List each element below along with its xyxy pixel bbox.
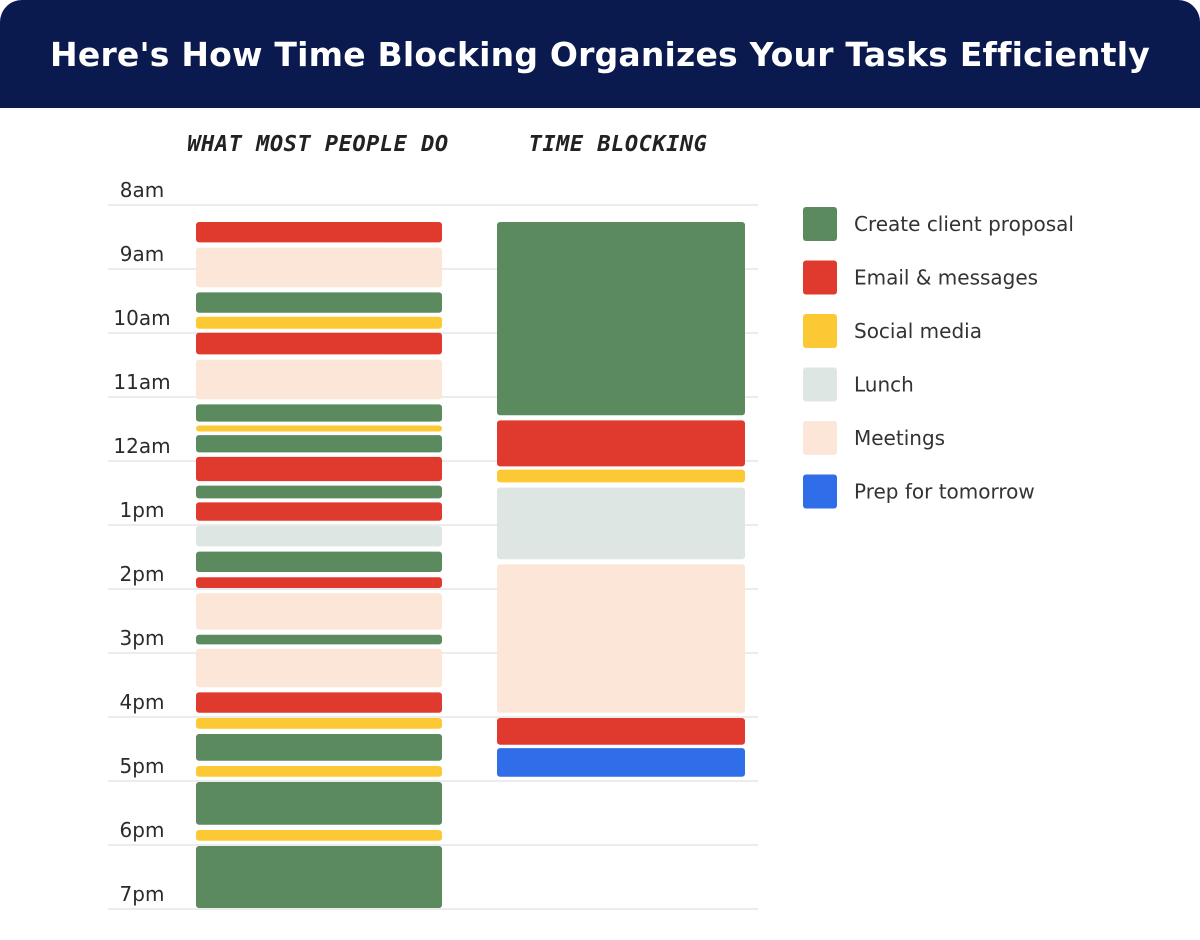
task-block-lunch (497, 487, 745, 560)
task-block-email (196, 502, 442, 521)
legend-swatch-lunch (803, 367, 837, 402)
legend-label-email: Email & messages (854, 266, 1038, 290)
task-block-prep (497, 748, 745, 777)
task-block-meetings (196, 359, 442, 400)
legend-swatch-prep (803, 474, 837, 509)
column-title-most-people: WHAT MOST PEOPLE DO (187, 132, 448, 157)
y-tick-label: 10am (113, 306, 170, 330)
y-tick-label: 7pm (120, 882, 165, 906)
time-blocking-chart: 8am9am10am11am12am1pm2pm3pm4pm5pm6pm7pm … (108, 132, 1074, 910)
legend-swatch-email (803, 260, 837, 295)
title-banner: Here's How Time Blocking Organizes Your … (0, 0, 1200, 108)
task-block-social (196, 830, 442, 841)
task-block-email (196, 222, 442, 243)
task-block-proposal (196, 734, 442, 761)
y-tick-label: 12am (113, 434, 170, 458)
legend-label-proposal: Create client proposal (854, 212, 1074, 236)
task-block-social (196, 718, 442, 729)
task-block-email (497, 718, 745, 745)
task-block-social (196, 766, 442, 777)
legend-label-prep: Prep for tomorrow (854, 480, 1035, 504)
task-block-lunch (196, 526, 442, 547)
legend-label-social: Social media (854, 319, 982, 343)
y-tick-label: 9am (120, 242, 164, 266)
task-block-proposal (196, 634, 442, 645)
task-block-proposal (196, 404, 442, 422)
task-block-proposal (497, 222, 745, 416)
y-tick-label: 4pm (120, 690, 165, 714)
y-tick-label: 8am (120, 178, 164, 202)
y-tick-label: 2pm (120, 562, 165, 586)
y-axis-tick-labels: 8am 9am 10am 11am 12am 1pm 2pm 3pm 4pm 5pm 6pm 7pm (113, 178, 170, 906)
task-block-email (196, 456, 442, 482)
task-block-proposal (196, 292, 442, 313)
task-block-meetings (196, 648, 442, 688)
task-block-social (196, 425, 442, 432)
task-block-email (497, 420, 745, 467)
y-tick-label: 6pm (120, 818, 165, 842)
task-block-meetings (497, 564, 745, 713)
task-block-proposal (196, 435, 442, 453)
task-blocks (196, 222, 745, 908)
y-tick-label: 11am (113, 370, 170, 394)
legend-swatch-social (803, 314, 837, 348)
page-title: Here's How Time Blocking Organizes Your … (50, 34, 1150, 74)
y-tick-label: 5pm (120, 754, 165, 778)
task-block-meetings (196, 247, 442, 288)
task-block-email (196, 692, 442, 713)
task-block-social (497, 469, 745, 483)
legend-swatch-meetings (803, 421, 837, 455)
task-block-proposal (196, 846, 442, 908)
y-tick-label: 1pm (120, 498, 165, 522)
y-tick-label: 3pm (120, 626, 165, 650)
task-block-email (196, 332, 442, 355)
legend-label-lunch: Lunch (854, 373, 914, 397)
task-block-email (196, 577, 442, 588)
task-block-proposal (196, 782, 442, 825)
task-block-proposal (196, 551, 442, 572)
task-block-proposal (196, 485, 442, 499)
task-block-meetings (196, 593, 442, 630)
legend-label-meetings: Meetings (854, 426, 945, 450)
column-title-time-blocking: TIME BLOCKING (529, 132, 708, 157)
legend-swatch-proposal (803, 207, 837, 241)
legend: Create client proposal Email & messages So… (803, 207, 1074, 509)
task-block-social (196, 316, 442, 329)
